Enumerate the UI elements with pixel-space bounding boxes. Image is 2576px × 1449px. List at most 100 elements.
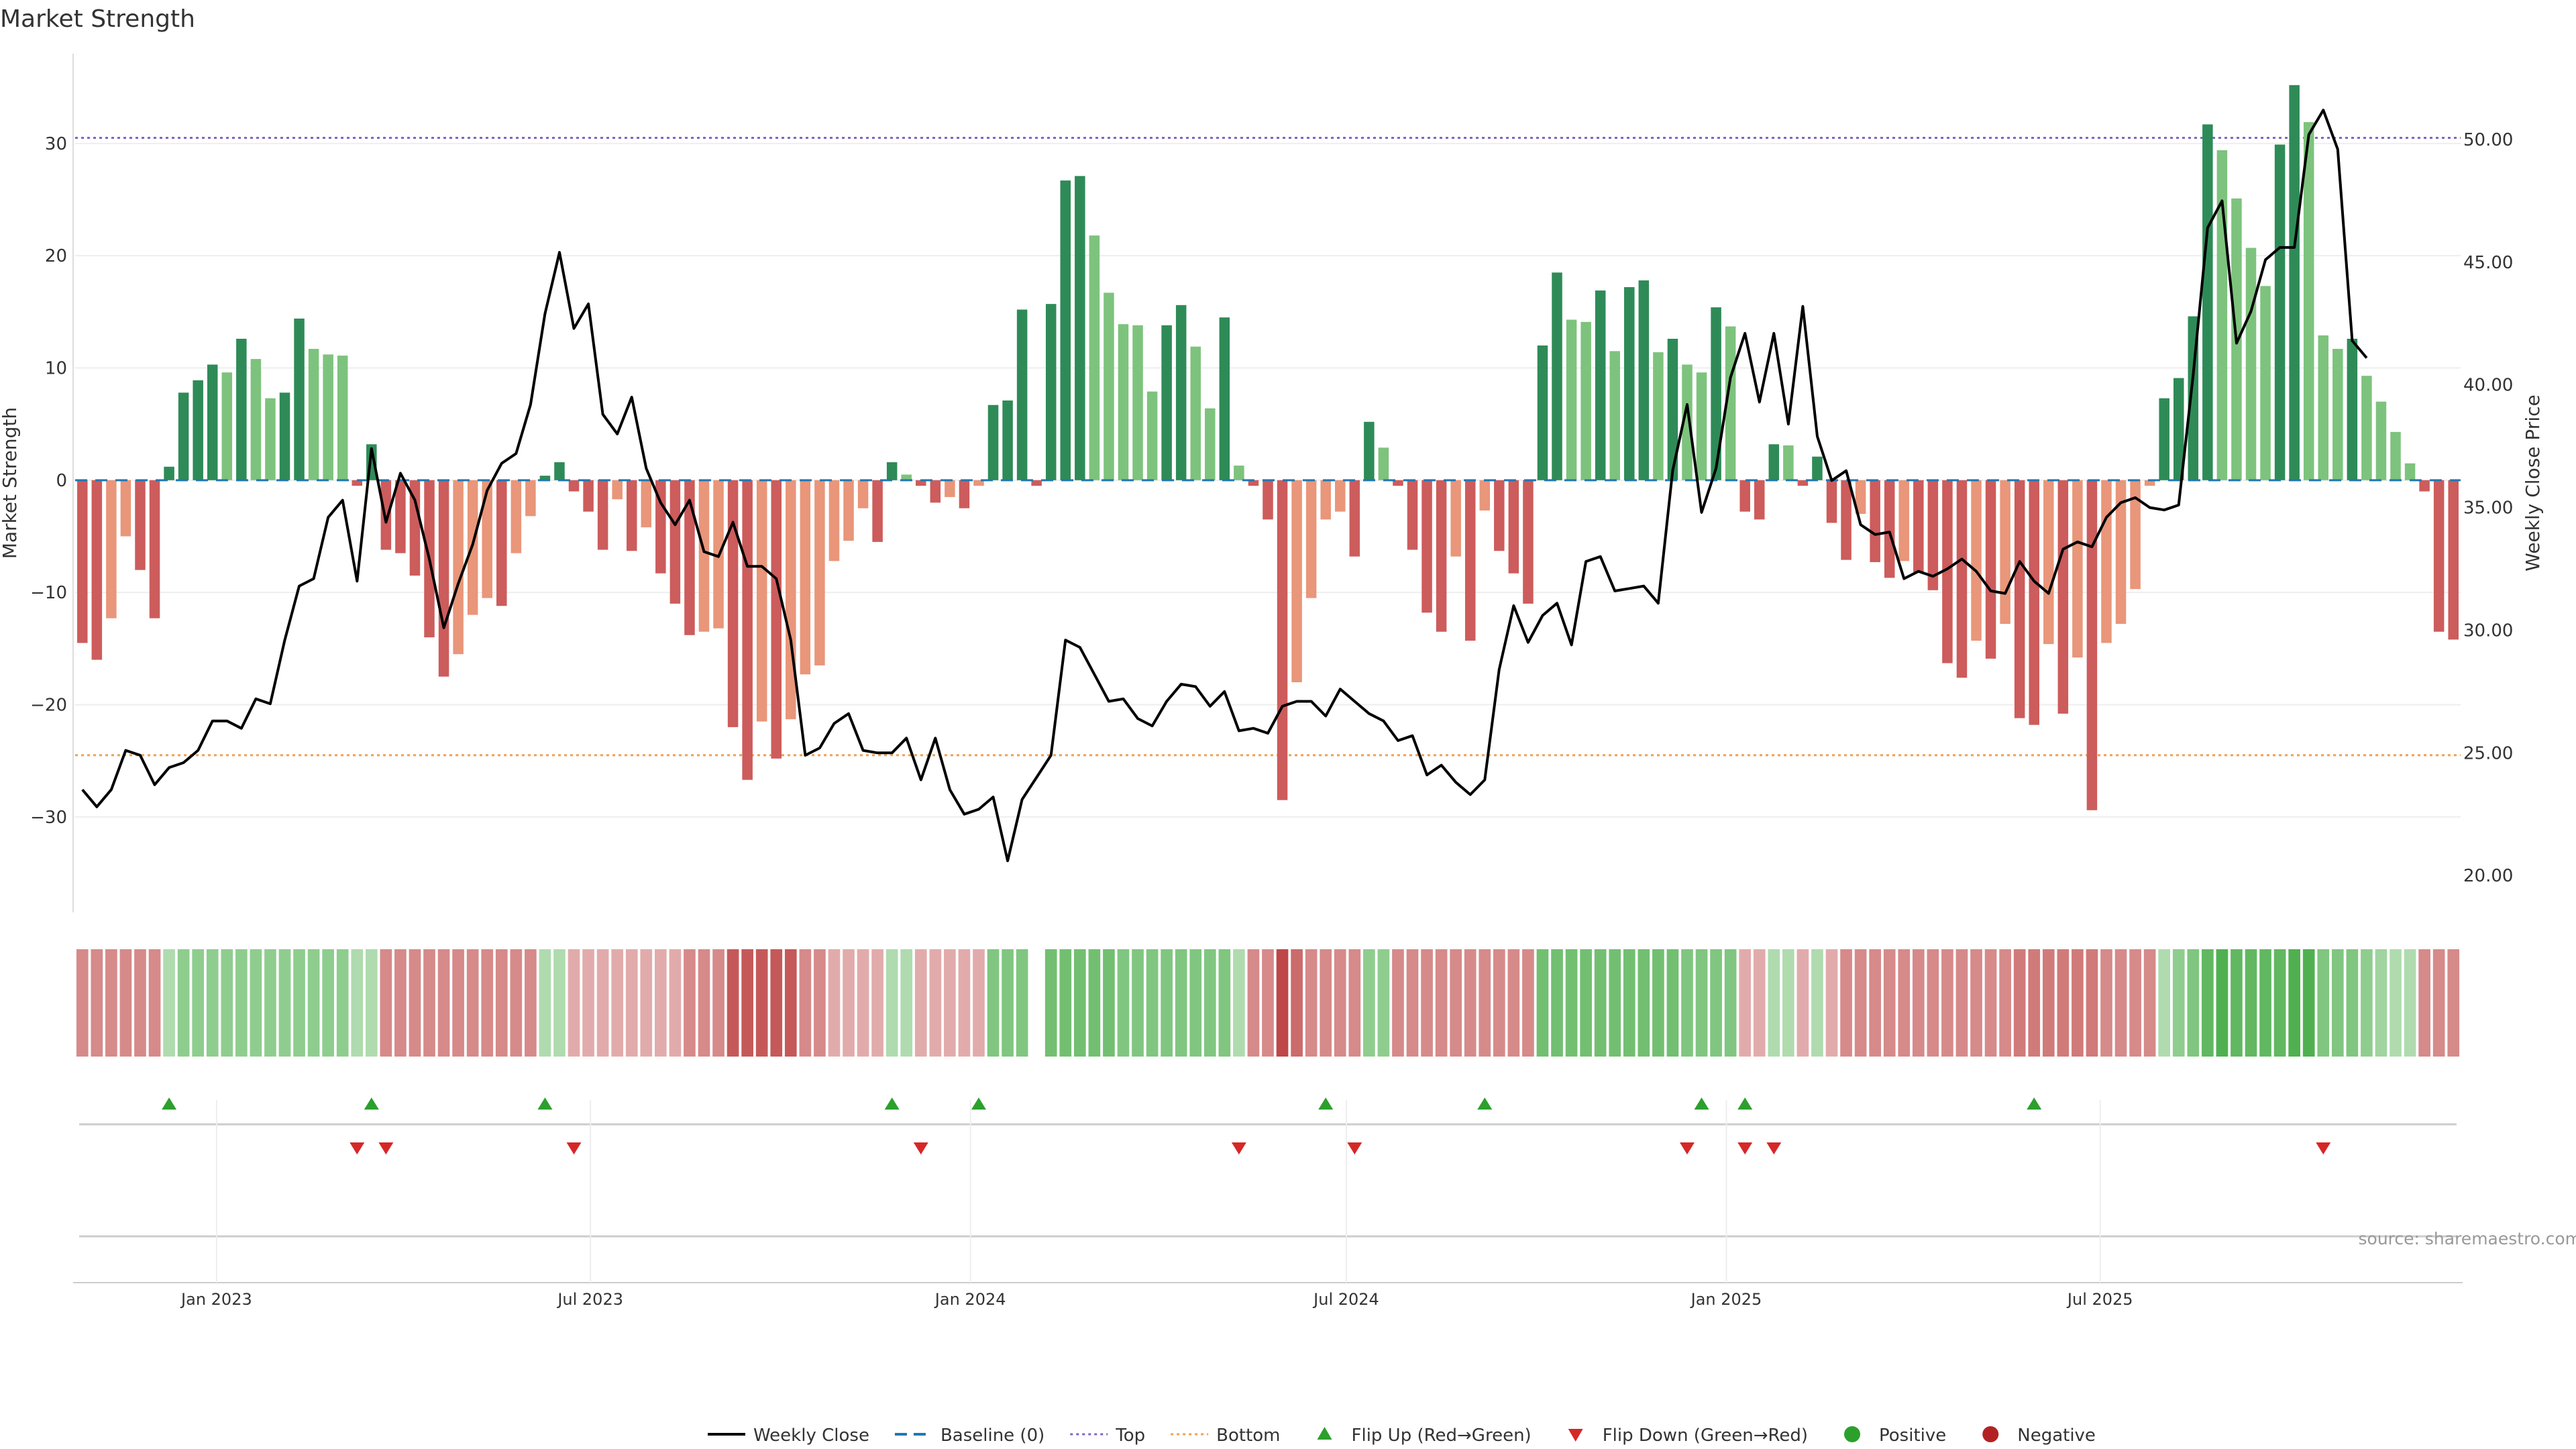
status-cell: [885, 949, 898, 1057]
status-cell: [568, 949, 580, 1057]
status-cell: [2057, 949, 2070, 1057]
status-cell: [119, 949, 132, 1057]
status-cell: [1970, 949, 1982, 1057]
status-cell: [1984, 949, 1997, 1057]
legend-item: Flip Down (Green→Red): [1568, 1426, 1808, 1446]
strength-bar: [308, 349, 319, 480]
strength-bar: [945, 480, 955, 497]
legend-swatch: [1568, 1429, 1583, 1442]
status-cell: [857, 949, 869, 1057]
strength-bar: [2375, 401, 2387, 480]
status-cell: [929, 949, 942, 1057]
strength-bar: [1913, 480, 1924, 573]
status-cell: [755, 949, 768, 1057]
status-cell: [741, 949, 753, 1057]
strength-bar: [2245, 248, 2257, 480]
flip-down-marker: [1231, 1142, 1246, 1155]
status-cell: [1203, 949, 1216, 1057]
status-cell: [2245, 949, 2257, 1057]
status-cell: [828, 949, 841, 1057]
strength-bar: [2144, 480, 2155, 486]
y2-tick-label: 50.00: [2463, 130, 2513, 150]
strength-bar: [1219, 317, 1230, 480]
status-cell: [2231, 949, 2243, 1057]
y-axis-label: Market Strength: [0, 407, 21, 559]
strength-bar: [1841, 480, 1851, 560]
status-cell: [1073, 949, 1086, 1057]
strength-bar: [1508, 480, 1519, 574]
status-cell: [1030, 949, 1043, 1057]
status-cell: [640, 949, 653, 1057]
y2-tick-label: 35.00: [2463, 498, 2513, 519]
strength-bar: [294, 318, 305, 480]
strength-bar: [178, 392, 189, 480]
strength-bar: [77, 480, 88, 643]
status-cell: [1320, 949, 1332, 1057]
strength-bar: [1754, 480, 1765, 520]
strength-bar: [1421, 480, 1432, 613]
status-cell: [2072, 949, 2084, 1057]
strength-bar: [742, 480, 753, 780]
status-cell: [1536, 949, 1549, 1057]
status-cell: [1059, 949, 1072, 1057]
y2-axis-ticks: 20.00 25.00 30.00 35.00 40.00 45.00 50.00: [2463, 130, 2513, 886]
y2-tick-label: 40.00: [2463, 376, 2513, 396]
status-strip: [76, 949, 2460, 1057]
status-cell: [148, 949, 161, 1057]
strength-bar: [1234, 466, 1244, 480]
x-tick-label: Jul 2024: [1312, 1290, 1379, 1309]
status-cell: [1146, 949, 1159, 1057]
y-axis-ticks: −30 −20 −10 0 10 20 30: [30, 134, 67, 828]
status-cell: [2317, 949, 2330, 1057]
flip-up-marker: [2027, 1097, 2042, 1110]
strength-bar: [164, 466, 174, 480]
status-cell: [1406, 949, 1419, 1057]
strength-bar: [2390, 431, 2401, 480]
status-cell: [1710, 949, 1722, 1057]
flip-down-marker: [566, 1142, 582, 1155]
status-cell: [1002, 949, 1014, 1057]
status-cell: [1739, 949, 1752, 1057]
status-cell: [2172, 949, 2185, 1057]
legend-label: Top: [1115, 1426, 1145, 1446]
status-cell: [2143, 949, 2156, 1057]
status-cell: [944, 949, 956, 1057]
status-cell: [1132, 949, 1144, 1057]
strength-bar: [1985, 480, 1996, 659]
strength-bar: [2448, 480, 2459, 640]
status-cell: [380, 949, 392, 1057]
legend-item: Top: [1070, 1426, 1145, 1446]
strength-bar: [1146, 391, 1158, 480]
status-cell: [784, 949, 797, 1057]
strength-bar: [1682, 364, 1693, 480]
status-cell: [1377, 949, 1390, 1057]
strength-bar: [2173, 378, 2184, 480]
strength-bar: [1479, 480, 1491, 511]
reference-lines: [75, 136, 2461, 757]
y2-tick-label: 20.00: [2463, 866, 2513, 886]
status-cell: [206, 949, 219, 1057]
strength-bar: [1132, 325, 1143, 480]
strength-bar: [1797, 480, 1809, 486]
status-cell: [423, 949, 435, 1057]
weekly-close-line: [81, 109, 2368, 863]
strength-bar: [2086, 480, 2098, 810]
status-cell: [799, 949, 812, 1057]
status-cell: [1334, 949, 1346, 1057]
strength-bar: [438, 480, 449, 677]
status-cell: [2404, 949, 2416, 1057]
status-cell: [351, 949, 364, 1057]
strength-bar: [1118, 324, 1129, 480]
status-cell: [221, 949, 233, 1057]
status-cell: [1955, 949, 1968, 1057]
legend-swatch: [1982, 1426, 1999, 1442]
status-cell: [712, 949, 724, 1057]
strength-bar: [886, 462, 898, 480]
status-cell: [105, 949, 117, 1057]
legend: Weekly Close Baseline (0) Top Bottom Flip Up…: [708, 1426, 2096, 1446]
strength-bar: [1812, 456, 1823, 480]
status-cell: [1883, 949, 1896, 1057]
status-cell: [655, 949, 667, 1057]
flip-up-marker: [1318, 1097, 1334, 1110]
strength-bar: [2274, 144, 2286, 480]
